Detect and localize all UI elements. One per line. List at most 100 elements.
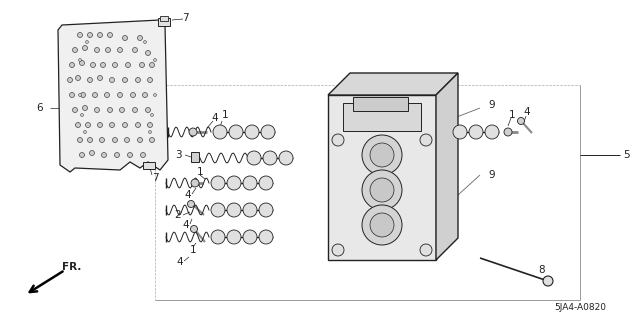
Text: 2: 2 — [175, 210, 181, 220]
Circle shape — [245, 125, 259, 139]
Circle shape — [213, 125, 227, 139]
Circle shape — [154, 93, 157, 97]
Circle shape — [83, 106, 88, 110]
Circle shape — [518, 117, 525, 124]
Text: 7: 7 — [182, 13, 188, 23]
Circle shape — [125, 63, 131, 68]
Circle shape — [79, 93, 81, 97]
Text: 8: 8 — [539, 265, 545, 275]
Circle shape — [95, 108, 99, 113]
Circle shape — [109, 78, 115, 83]
Circle shape — [127, 152, 132, 158]
Circle shape — [131, 93, 136, 98]
Circle shape — [97, 76, 102, 80]
Circle shape — [485, 125, 499, 139]
Text: 3: 3 — [175, 150, 181, 160]
Circle shape — [99, 137, 104, 143]
Circle shape — [227, 176, 241, 190]
Circle shape — [136, 78, 141, 83]
Polygon shape — [436, 73, 458, 260]
Circle shape — [147, 122, 152, 128]
Circle shape — [145, 108, 150, 113]
Circle shape — [147, 78, 152, 83]
Circle shape — [229, 125, 243, 139]
Circle shape — [261, 125, 275, 139]
Circle shape — [120, 108, 125, 113]
Circle shape — [72, 108, 77, 113]
Text: 4: 4 — [524, 107, 531, 117]
Circle shape — [88, 33, 93, 38]
Circle shape — [106, 48, 111, 53]
Bar — [343, 103, 421, 131]
Circle shape — [100, 63, 106, 68]
Text: 4: 4 — [185, 190, 191, 200]
Circle shape — [189, 128, 197, 136]
Circle shape — [150, 114, 154, 116]
Circle shape — [362, 135, 402, 175]
Circle shape — [95, 48, 99, 53]
Circle shape — [154, 58, 157, 62]
Circle shape — [259, 203, 273, 217]
Polygon shape — [328, 73, 458, 95]
Circle shape — [191, 179, 199, 187]
Circle shape — [136, 122, 141, 128]
Bar — [158, 18, 170, 26]
Circle shape — [370, 178, 394, 202]
Circle shape — [77, 137, 83, 143]
Circle shape — [143, 41, 147, 43]
Circle shape — [122, 122, 127, 128]
Text: 1: 1 — [196, 167, 204, 177]
Circle shape — [362, 170, 402, 210]
Circle shape — [211, 176, 225, 190]
Circle shape — [122, 35, 127, 41]
Bar — [328, 95, 436, 260]
Circle shape — [76, 122, 81, 128]
Circle shape — [70, 93, 74, 98]
Circle shape — [67, 78, 72, 83]
Circle shape — [247, 151, 261, 165]
Circle shape — [191, 226, 198, 233]
Circle shape — [88, 137, 93, 143]
Text: 4: 4 — [182, 220, 189, 230]
Text: 1: 1 — [509, 110, 515, 120]
Circle shape — [115, 152, 120, 158]
Circle shape — [362, 205, 402, 245]
Circle shape — [504, 128, 512, 136]
Circle shape — [211, 203, 225, 217]
Polygon shape — [58, 20, 168, 172]
Circle shape — [81, 93, 86, 98]
Circle shape — [332, 134, 344, 146]
Circle shape — [150, 137, 154, 143]
Circle shape — [83, 46, 88, 50]
Circle shape — [453, 125, 467, 139]
Text: 5JA4-A0820: 5JA4-A0820 — [554, 302, 606, 311]
Circle shape — [72, 48, 77, 53]
Text: 5: 5 — [624, 150, 630, 160]
Circle shape — [113, 137, 118, 143]
Circle shape — [138, 35, 143, 41]
Circle shape — [370, 143, 394, 167]
Circle shape — [104, 93, 109, 98]
Circle shape — [83, 130, 86, 133]
Circle shape — [109, 122, 115, 128]
Circle shape — [138, 137, 143, 143]
Circle shape — [243, 203, 257, 217]
Circle shape — [132, 48, 138, 53]
Circle shape — [132, 108, 138, 113]
Text: 4: 4 — [212, 113, 218, 123]
Circle shape — [97, 33, 102, 38]
Circle shape — [150, 63, 154, 68]
Text: 1: 1 — [189, 245, 196, 255]
Circle shape — [141, 152, 145, 158]
Text: 4: 4 — [177, 257, 183, 267]
Bar — [191, 152, 199, 162]
Text: 7: 7 — [152, 173, 158, 183]
Circle shape — [227, 203, 241, 217]
Bar — [160, 16, 168, 21]
Circle shape — [140, 63, 145, 68]
Circle shape — [145, 50, 150, 56]
Bar — [353, 97, 408, 111]
Circle shape — [259, 230, 273, 244]
Text: 9: 9 — [489, 100, 495, 110]
Circle shape — [243, 176, 257, 190]
